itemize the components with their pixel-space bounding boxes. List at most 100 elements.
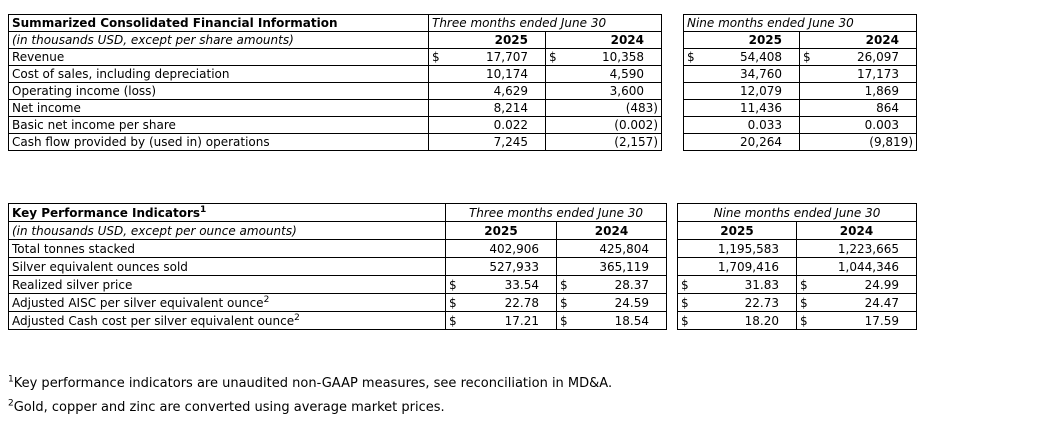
cell-value: 54,408 <box>740 50 782 64</box>
footnote-2: 2Gold, copper and zinc are converted usi… <box>8 396 612 420</box>
table-row: Adjusted AISC per silver equivalent ounc… <box>8 293 667 312</box>
year-header-2025: 2025 <box>677 221 797 240</box>
value-cell: 402,906 <box>445 239 557 258</box>
cell-value: 1,195,583 <box>717 241 779 256</box>
value-cell: 10,174 <box>428 65 546 83</box>
footnote-1: 1Key performance indicators are unaudite… <box>8 372 612 396</box>
value-cell: (2,157) <box>545 133 662 151</box>
cell-value: 18.54 <box>614 313 649 328</box>
currency-symbol: $ <box>432 50 440 64</box>
currency-symbol: $ <box>803 50 811 64</box>
value-cell: 0.033 <box>683 116 800 134</box>
table-row: Adjusted Cash cost per silver equivalent… <box>8 311 667 330</box>
table-row: Silver equivalent ounces sold 527,933 36… <box>8 257 667 276</box>
table-row: Revenue $17,707 $10,358 <box>8 48 662 66</box>
value-cell: (9,819) <box>799 133 917 151</box>
table-row: $31.83 $24.99 <box>677 275 917 294</box>
table-row: 34,760 17,173 <box>683 65 917 83</box>
cell-value: 26,097 <box>857 50 899 64</box>
table-row: Nine months ended June 30 <box>677 203 917 222</box>
value-cell: 17,173 <box>799 65 917 83</box>
cell-value: 12,079 <box>740 84 782 98</box>
table-row: (in thousands USD, except per share amou… <box>8 31 662 49</box>
table-row: 11,436 864 <box>683 99 917 117</box>
value-cell: 1,195,583 <box>677 239 797 258</box>
cell-value: (0.002) <box>614 118 658 132</box>
cell-value: 527,933 <box>489 259 539 274</box>
year-header-2024: 2024 <box>556 221 667 240</box>
table-row: 12,079 1,869 <box>683 82 917 100</box>
table-row: Key Performance Indicators1 Three months… <box>8 203 667 222</box>
value-cell: 864 <box>799 99 917 117</box>
value-cell: 12,079 <box>683 82 800 100</box>
value-cell: $18.20 <box>677 311 797 330</box>
value-cell: $28.37 <box>556 275 667 294</box>
kpi-main-table: Key Performance Indicators1 Three months… <box>8 203 667 330</box>
table1-three-months-header: Three months ended June 30 <box>428 14 662 32</box>
table-row: Net income 8,214 (483) <box>8 99 662 117</box>
row-label: Cost of sales, including depreciation <box>8 65 429 83</box>
value-cell: 527,933 <box>445 257 557 276</box>
financial-summary-main-table: Summarized Consolidated Financial Inform… <box>8 14 662 151</box>
cell-value: 1,044,346 <box>837 259 899 274</box>
value-cell: 425,804 <box>556 239 667 258</box>
cell-value: 402,906 <box>489 241 539 256</box>
row-label: Adjusted AISC per silver equivalent ounc… <box>8 293 446 312</box>
table-row: $18.20 $17.59 <box>677 311 917 330</box>
footnote-1-text: Key performance indicators are unaudited… <box>13 376 613 391</box>
cell-value: 28.37 <box>614 277 649 292</box>
row-label: Basic net income per share <box>8 116 429 134</box>
value-cell: 7,245 <box>428 133 546 151</box>
cell-value: 0.033 <box>747 118 782 132</box>
currency-symbol: $ <box>687 50 695 64</box>
table-row: 20,264 (9,819) <box>683 133 917 151</box>
currency-symbol: $ <box>681 313 689 328</box>
row-label: Cash flow provided by (used in) operatio… <box>8 133 429 151</box>
value-cell: $31.83 <box>677 275 797 294</box>
table-row: Nine months ended June 30 <box>683 14 917 32</box>
value-cell: 4,590 <box>545 65 662 83</box>
table1-subtitle: (in thousands USD, except per share amou… <box>8 31 429 49</box>
cell-value: 0.003 <box>864 118 899 132</box>
cell-value: 24.47 <box>864 295 899 310</box>
cell-value: 22.73 <box>744 295 779 310</box>
currency-symbol: $ <box>800 277 808 292</box>
value-cell: $17.59 <box>796 311 917 330</box>
table-row: $54,408 $26,097 <box>683 48 917 66</box>
kpi-section: Key Performance Indicators1 Three months… <box>8 203 917 330</box>
cell-value: 34,760 <box>740 67 782 81</box>
value-cell: (0.002) <box>545 116 662 134</box>
cell-value: 20,264 <box>740 135 782 149</box>
year-header-2024: 2024 <box>799 31 917 49</box>
superscript: 2 <box>263 294 270 305</box>
currency-symbol: $ <box>560 313 568 328</box>
table1-title: Summarized Consolidated Financial Inform… <box>8 14 429 32</box>
table-row: Realized silver price $33.54 $28.37 <box>8 275 667 294</box>
currency-symbol: $ <box>681 295 689 310</box>
footnote-2-text: Gold, copper and zinc are converted usin… <box>13 400 445 415</box>
value-cell: $10,358 <box>545 48 662 66</box>
table-row: Cost of sales, including depreciation 10… <box>8 65 662 83</box>
table2-three-months-header: Three months ended June 30 <box>445 203 667 222</box>
cell-value: 10,174 <box>486 67 528 81</box>
value-cell: 11,436 <box>683 99 800 117</box>
value-cell: 8,214 <box>428 99 546 117</box>
table1-nine-months-header: Nine months ended June 30 <box>683 14 917 32</box>
cell-value: 33.54 <box>504 277 539 292</box>
kpi-nine-months-table: Nine months ended June 30 2025 2024 1,19… <box>677 203 917 330</box>
value-cell: $24.99 <box>796 275 917 294</box>
cell-value: 3,600 <box>609 84 644 98</box>
table-row: Cash flow provided by (used in) operatio… <box>8 133 662 151</box>
cell-value: 10,358 <box>602 50 644 64</box>
value-cell: 4,629 <box>428 82 546 100</box>
row-label: Operating income (loss) <box>8 82 429 100</box>
table-row: Total tonnes stacked 402,906 425,804 <box>8 239 667 258</box>
value-cell: $33.54 <box>445 275 557 294</box>
year-header-2025: 2025 <box>683 31 800 49</box>
cell-value: 24.59 <box>614 295 649 310</box>
value-cell: $26,097 <box>799 48 917 66</box>
table-row: 1,195,583 1,223,665 <box>677 239 917 258</box>
value-cell: $18.54 <box>556 311 667 330</box>
label-text: Adjusted AISC per silver equivalent ounc… <box>12 295 264 310</box>
